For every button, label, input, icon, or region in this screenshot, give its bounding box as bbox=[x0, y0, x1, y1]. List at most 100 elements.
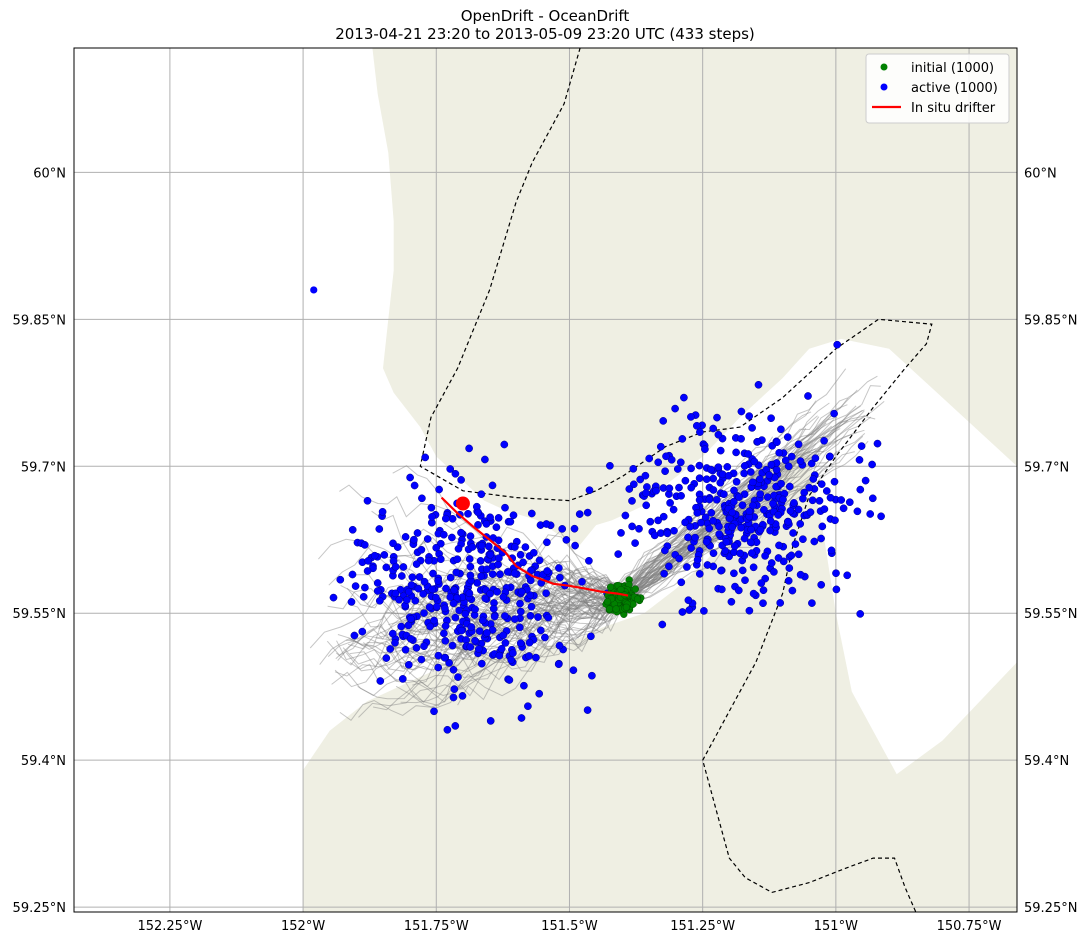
active-particle bbox=[749, 563, 758, 572]
active-particle bbox=[736, 549, 745, 558]
active-particle bbox=[432, 602, 441, 611]
active-particle bbox=[747, 549, 756, 557]
active-particle bbox=[722, 538, 731, 546]
active-particle bbox=[692, 421, 701, 430]
active-particle bbox=[661, 546, 669, 555]
active-particle bbox=[420, 577, 429, 586]
initial-particle bbox=[606, 583, 615, 591]
legend-initial-label: initial (1000) bbox=[911, 61, 994, 76]
active-particle bbox=[434, 663, 443, 672]
active-particle bbox=[481, 455, 489, 464]
lon-tick-label-1: 152°W bbox=[281, 919, 325, 934]
active-particle bbox=[440, 629, 448, 638]
active-particle bbox=[759, 586, 768, 595]
active-particle bbox=[658, 620, 667, 629]
trajectory-line bbox=[339, 484, 618, 612]
active-particle bbox=[765, 471, 773, 479]
trajectory-line bbox=[327, 582, 623, 657]
active-particle bbox=[735, 493, 743, 501]
trajectory-line bbox=[442, 593, 613, 672]
active-particle bbox=[481, 594, 490, 603]
active-particle bbox=[709, 474, 718, 483]
legend-active-marker bbox=[880, 83, 888, 91]
active-particle bbox=[517, 587, 526, 596]
active-particle bbox=[709, 486, 718, 494]
active-particle bbox=[702, 537, 711, 546]
active-particle bbox=[446, 465, 455, 473]
active-particle bbox=[496, 570, 504, 579]
active-particle bbox=[421, 453, 430, 462]
active-particle bbox=[642, 501, 651, 510]
active-particle bbox=[811, 454, 820, 463]
active-particle bbox=[730, 542, 739, 550]
active-particle bbox=[495, 554, 503, 562]
active-particle bbox=[809, 475, 818, 483]
active-particle bbox=[454, 673, 462, 681]
active-particle bbox=[767, 414, 775, 423]
active-particle bbox=[767, 460, 776, 469]
active-particle bbox=[570, 524, 579, 533]
active-particle bbox=[671, 404, 679, 413]
active-particle bbox=[370, 551, 379, 560]
active-particle bbox=[535, 556, 544, 565]
active-particle bbox=[382, 563, 391, 572]
active-particle bbox=[678, 608, 687, 616]
active-particle bbox=[646, 517, 655, 526]
active-particle bbox=[414, 584, 423, 593]
active-particle bbox=[464, 509, 472, 518]
active-particle bbox=[670, 526, 678, 535]
active-particle bbox=[614, 550, 623, 558]
active-particle bbox=[746, 538, 755, 547]
active-particle bbox=[490, 612, 499, 621]
active-particle bbox=[554, 660, 563, 669]
active-particle bbox=[449, 693, 458, 702]
active-particle bbox=[684, 533, 692, 542]
map-title-line-2: 2013-04-21 23:20 to 2013-05-09 23:20 UTC… bbox=[335, 25, 755, 43]
active-particle bbox=[465, 444, 473, 453]
active-particle bbox=[457, 528, 465, 537]
active-particle bbox=[442, 584, 450, 593]
active-particle bbox=[790, 499, 798, 507]
active-particle bbox=[465, 589, 474, 598]
active-particle bbox=[757, 579, 766, 587]
trajectory-line bbox=[620, 419, 835, 598]
active-particle bbox=[728, 508, 737, 517]
active-particle bbox=[756, 490, 765, 498]
active-particle bbox=[687, 413, 695, 421]
active-particle bbox=[815, 496, 824, 505]
active-particle bbox=[397, 622, 406, 631]
active-particle bbox=[583, 508, 592, 517]
active-particle bbox=[441, 604, 449, 613]
active-particle bbox=[406, 634, 415, 643]
drifter-layer bbox=[440, 496, 629, 597]
initial-particle bbox=[633, 595, 642, 603]
lat-tick-label-right-1: 59.85°N bbox=[1024, 313, 1077, 328]
active-particle bbox=[418, 494, 426, 503]
active-particle bbox=[519, 558, 527, 567]
active-particle bbox=[516, 599, 524, 608]
active-particle bbox=[807, 459, 816, 468]
active-particle bbox=[877, 512, 885, 521]
active-particle bbox=[532, 653, 540, 662]
active-particle bbox=[693, 556, 702, 564]
active-particles-layer bbox=[310, 286, 885, 734]
trajectory-line bbox=[393, 592, 625, 667]
active-particle bbox=[509, 649, 517, 657]
active-particle bbox=[407, 581, 416, 589]
active-particle bbox=[784, 517, 792, 526]
active-particle bbox=[375, 596, 384, 605]
active-particle bbox=[717, 566, 725, 575]
active-particle bbox=[449, 599, 458, 608]
active-particle bbox=[822, 487, 831, 495]
active-particle bbox=[669, 505, 678, 514]
active-particle bbox=[507, 656, 516, 664]
active-particle bbox=[799, 494, 807, 503]
active-particle bbox=[659, 512, 668, 521]
active-particle bbox=[484, 542, 493, 551]
active-particle bbox=[748, 478, 757, 487]
trajectory-line bbox=[625, 427, 820, 588]
active-particle bbox=[430, 707, 438, 716]
active-particle bbox=[745, 507, 754, 516]
active-particle bbox=[501, 503, 509, 512]
